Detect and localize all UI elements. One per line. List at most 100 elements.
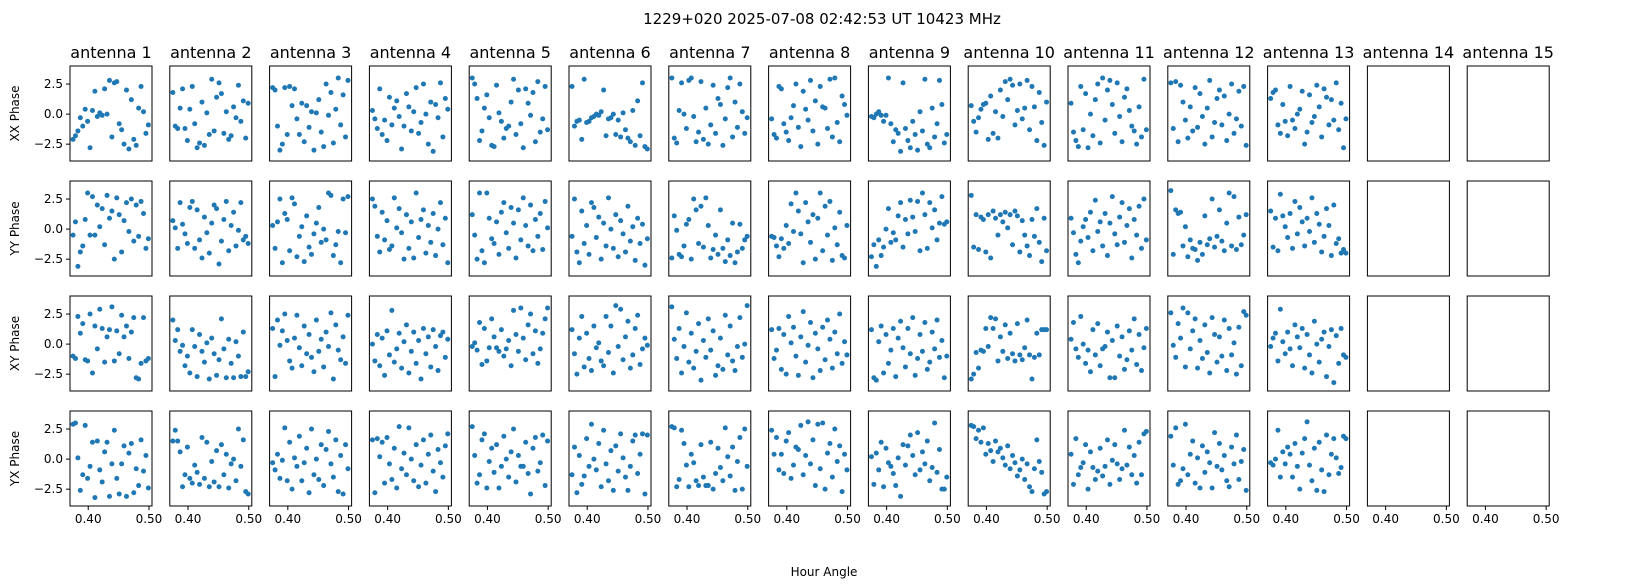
data-point xyxy=(1309,195,1315,201)
data-point xyxy=(491,334,497,340)
data-point xyxy=(1175,481,1181,487)
data-point xyxy=(815,141,821,147)
data-point xyxy=(1068,336,1074,342)
data-point xyxy=(579,481,585,487)
data-point xyxy=(912,372,918,378)
data-point xyxy=(177,348,183,354)
data-point xyxy=(844,467,850,473)
data-point xyxy=(783,438,789,444)
data-point xyxy=(408,456,414,462)
data-point xyxy=(75,128,81,134)
data-point xyxy=(1207,236,1213,242)
data-point xyxy=(489,445,495,451)
data-point xyxy=(710,328,716,334)
data-point xyxy=(1331,380,1337,386)
data-point xyxy=(345,194,351,200)
data-point xyxy=(1226,484,1232,490)
data-point xyxy=(180,86,186,92)
data-point xyxy=(496,485,502,491)
data-point xyxy=(774,135,779,141)
data-point xyxy=(399,146,405,152)
data-point xyxy=(474,95,480,101)
data-point xyxy=(420,325,426,331)
data-point xyxy=(1273,456,1278,462)
panel-frame xyxy=(1267,410,1351,507)
data-point xyxy=(187,475,193,481)
data-point xyxy=(445,336,451,342)
data-point xyxy=(272,374,278,380)
data-point xyxy=(411,329,417,335)
data-point xyxy=(1311,318,1317,324)
panel-frame xyxy=(169,180,253,277)
data-point xyxy=(301,139,307,145)
data-point xyxy=(936,77,942,83)
data-point xyxy=(791,324,796,330)
data-point xyxy=(622,474,628,480)
data-point xyxy=(1297,204,1303,210)
data-point xyxy=(494,442,500,448)
data-point xyxy=(640,431,645,437)
data-point xyxy=(878,112,884,118)
data-point xyxy=(788,340,794,346)
x-tick-label: 0.50 xyxy=(1333,512,1360,526)
data-point xyxy=(1195,455,1201,461)
data-point xyxy=(1102,463,1108,469)
data-point xyxy=(435,446,441,452)
data-point xyxy=(1007,466,1013,472)
data-point xyxy=(627,463,633,469)
data-point xyxy=(481,325,487,331)
data-point xyxy=(182,472,188,478)
data-point xyxy=(1010,351,1016,357)
data-point xyxy=(184,353,190,359)
data-point xyxy=(895,455,901,461)
data-point xyxy=(700,337,706,343)
data-point xyxy=(498,118,504,124)
data-point xyxy=(1010,82,1016,88)
scatter-panel xyxy=(967,295,1051,392)
data-point xyxy=(299,100,305,106)
data-point xyxy=(243,135,249,141)
data-point xyxy=(1109,194,1115,200)
scatter-panel xyxy=(768,180,852,277)
data-point xyxy=(1168,310,1174,316)
data-point xyxy=(245,241,251,247)
panel-frame xyxy=(1067,410,1151,507)
data-point xyxy=(294,254,300,260)
data-point xyxy=(1314,82,1320,88)
data-point xyxy=(1134,362,1140,368)
data-point xyxy=(730,358,736,364)
panel-title: antenna 9 xyxy=(869,43,950,62)
data-point xyxy=(481,260,487,266)
data-point xyxy=(681,344,687,350)
data-point xyxy=(635,215,641,221)
data-point xyxy=(586,118,592,124)
data-point xyxy=(1012,122,1018,128)
data-point xyxy=(477,138,483,144)
data-point xyxy=(1017,467,1023,473)
data-point xyxy=(734,459,740,465)
data-point xyxy=(598,109,604,115)
data-point xyxy=(333,322,339,328)
data-point xyxy=(321,483,327,489)
data-point xyxy=(515,452,521,458)
data-point xyxy=(201,142,207,148)
data-point xyxy=(1190,438,1196,444)
data-point xyxy=(1343,250,1349,256)
panel-frame xyxy=(768,295,852,392)
data-point xyxy=(715,445,721,451)
data-point xyxy=(973,129,979,135)
data-point xyxy=(805,117,811,123)
data-point xyxy=(1336,127,1342,133)
data-point xyxy=(613,303,619,309)
data-point xyxy=(119,461,125,467)
x-tick-label: 0.50 xyxy=(1034,512,1061,526)
data-point xyxy=(1180,99,1186,105)
data-point xyxy=(396,114,402,120)
data-point xyxy=(1034,138,1040,144)
data-point xyxy=(976,365,982,371)
y-tick-label: −2.5 xyxy=(34,137,63,151)
data-point xyxy=(788,475,794,481)
data-point xyxy=(287,439,293,445)
data-point xyxy=(430,468,436,474)
data-point xyxy=(902,364,908,370)
